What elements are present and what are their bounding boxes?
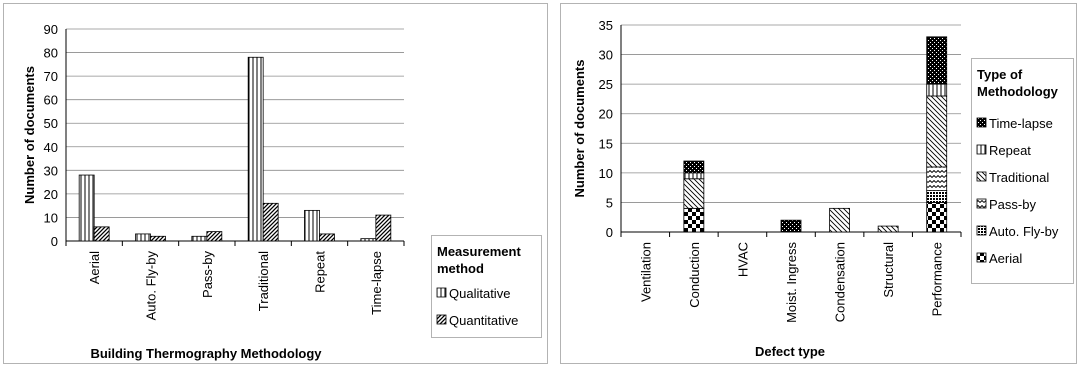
y-tick-label: 30	[44, 163, 58, 178]
legend-label-auto-fly-by: Auto. Fly-by	[989, 224, 1059, 239]
x-tick-label: Performance	[930, 242, 945, 316]
y-tick-label: 70	[44, 69, 58, 84]
x-tick-label: Pass-by	[200, 251, 215, 298]
bar-pass-by-performance	[926, 166, 948, 191]
x-tick-label: Moist. Ingress	[784, 242, 799, 323]
x-tick-label: Structural	[881, 242, 896, 298]
y-tick-label: 20	[599, 107, 613, 122]
bar-quantitative-repeat	[319, 233, 335, 242]
legend-swatch-quantitative	[436, 314, 447, 325]
legend-label-time-lapse: Time-lapse	[989, 116, 1053, 131]
bar-aerial-performance	[926, 202, 948, 233]
legend-swatch-qualitative	[436, 287, 447, 298]
y-tick-label: 50	[44, 116, 58, 131]
legend-label-qualitative: Qualitative	[449, 286, 510, 301]
y-tick-label: 15	[599, 136, 613, 151]
y-tick-label: 5	[606, 195, 613, 210]
bar-traditional-condensation	[829, 207, 850, 233]
y-tick-label: 10	[599, 166, 613, 181]
x-tick-label: Repeat	[313, 251, 328, 293]
bar-traditional-structural	[877, 225, 899, 233]
y-axis-title: Number of documents	[572, 60, 587, 198]
y-tick-label: 60	[44, 93, 58, 108]
legend-title: Methodology	[977, 84, 1059, 99]
x-axis-title: Building Thermography Methodology	[90, 346, 322, 361]
legend-swatch-auto-fly-by	[976, 225, 987, 236]
bar-quantitative-aerial	[93, 226, 110, 242]
bar-quantitative-time-lapse	[375, 214, 392, 242]
bar-aerial-conduction	[683, 207, 705, 233]
bar-repeat-conduction	[683, 172, 705, 180]
y-axis-title: Number of documents	[22, 66, 37, 204]
legend-label-aerial: Aerial	[989, 251, 1022, 266]
legend-label-traditional: Traditional	[989, 170, 1049, 185]
bar-qualitative-pass-by	[191, 235, 208, 242]
legend-title: Measurement	[437, 244, 521, 259]
y-tick-label: 10	[44, 210, 58, 225]
y-tick-label: 20	[44, 187, 58, 202]
legend-swatch-time-lapse	[976, 117, 987, 128]
bar-time-lapse-performance	[926, 36, 948, 85]
legend-box	[431, 235, 542, 338]
x-tick-label: Traditional	[256, 251, 271, 311]
x-tick-label: Time-lapse	[369, 251, 384, 315]
legend-box	[971, 58, 1074, 284]
legend-swatch-aerial	[976, 252, 987, 263]
y-tick-label: 30	[599, 48, 613, 63]
bar-time-lapse-conduction	[683, 160, 705, 174]
legend-swatch-pass-by	[976, 198, 987, 209]
chart-frame-1	[3, 3, 548, 364]
x-tick-label: HVAC	[735, 242, 750, 277]
chart-2: 0 5 10 15 20 25 30 35 Ventilation Conduction HVAC M…	[572, 18, 1074, 359]
chart-frame-2	[560, 3, 1077, 364]
bar-qualitative-time-lapse	[360, 238, 377, 242]
bar-time-lapse-moist-ingress	[780, 219, 802, 233]
bar-traditional-performance	[926, 95, 948, 168]
bar-quantitative-auto-fly-by	[150, 235, 166, 242]
y-tick-label: 35	[599, 18, 613, 33]
x-tick-label: Conduction	[687, 242, 702, 308]
y-tick-label: 80	[44, 46, 58, 61]
x-tick-label: Ventilation	[638, 242, 653, 302]
bar-quantitative-traditional	[262, 202, 279, 242]
bar-qualitative-repeat	[304, 209, 320, 242]
chart-1: 0 10 20 30 40 50 60 70 80 90 Aerial Auto. Fly-by Pas…	[22, 22, 542, 361]
legend-label-quantitative: Quantitative	[449, 313, 518, 328]
y-tick-label: 90	[44, 22, 58, 37]
x-tick-label: Condensation	[833, 242, 848, 322]
legend-title: method	[437, 261, 484, 276]
bar-qualitative-aerial	[78, 174, 95, 242]
bar-traditional-conduction	[683, 178, 705, 209]
y-tick-label: 25	[599, 77, 613, 92]
legend-swatch-repeat	[976, 144, 987, 155]
legend-label-pass-by: Pass-by	[989, 197, 1036, 212]
bar-repeat-performance	[926, 83, 948, 97]
x-tick-label: Auto. Fly-by	[144, 251, 159, 321]
x-tick-label: Aerial	[87, 251, 102, 284]
legend-title: Type of	[977, 67, 1023, 82]
legend-swatch-traditional	[976, 171, 987, 182]
bar-qualitative-traditional	[247, 56, 264, 242]
legend-label-repeat: Repeat	[989, 143, 1031, 158]
x-axis-title: Defect type	[755, 344, 825, 359]
y-tick-label: 0	[606, 225, 613, 240]
bar-quantitative-pass-by	[206, 231, 223, 242]
bar-qualitative-auto-fly-by	[135, 233, 151, 242]
y-tick-label: 40	[44, 140, 58, 155]
bar-auto-fly-by-performance	[926, 190, 948, 203]
y-tick-label: 0	[51, 234, 58, 249]
